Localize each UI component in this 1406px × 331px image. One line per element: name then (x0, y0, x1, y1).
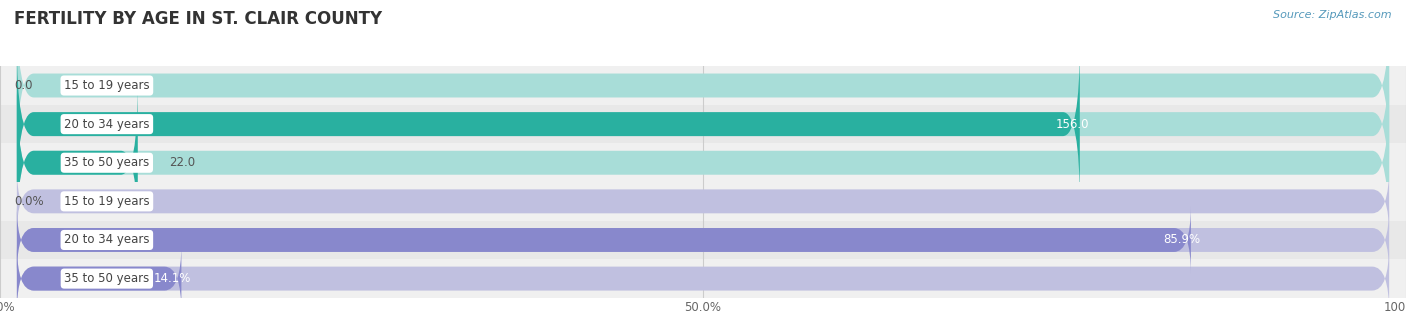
FancyBboxPatch shape (17, 43, 1389, 205)
Bar (0, 221, 1406, 259)
Text: 156.0: 156.0 (1056, 118, 1090, 131)
Text: 20 to 34 years: 20 to 34 years (65, 233, 149, 247)
FancyBboxPatch shape (17, 167, 1389, 236)
Bar (0, 66, 1406, 105)
Text: 0.0%: 0.0% (14, 195, 44, 208)
FancyBboxPatch shape (17, 244, 1389, 313)
Bar (0, 182, 1406, 221)
FancyBboxPatch shape (17, 244, 181, 313)
FancyBboxPatch shape (17, 5, 1389, 166)
Text: 15 to 19 years: 15 to 19 years (65, 195, 149, 208)
Bar (0, 105, 1406, 143)
Bar (0, 143, 1406, 182)
Text: 22.0: 22.0 (169, 156, 195, 169)
Text: 14.1%: 14.1% (153, 272, 191, 285)
FancyBboxPatch shape (17, 206, 1389, 274)
Text: 35 to 50 years: 35 to 50 years (65, 156, 149, 169)
Text: 35 to 50 years: 35 to 50 years (65, 272, 149, 285)
Bar (0, 259, 1406, 298)
FancyBboxPatch shape (17, 82, 1389, 243)
FancyBboxPatch shape (17, 82, 138, 243)
Text: FERTILITY BY AGE IN ST. CLAIR COUNTY: FERTILITY BY AGE IN ST. CLAIR COUNTY (14, 10, 382, 28)
Text: 0.0: 0.0 (14, 79, 32, 92)
Text: 20 to 34 years: 20 to 34 years (65, 118, 149, 131)
Text: 85.9%: 85.9% (1164, 233, 1201, 247)
FancyBboxPatch shape (17, 206, 1191, 274)
FancyBboxPatch shape (17, 43, 1080, 205)
Text: Source: ZipAtlas.com: Source: ZipAtlas.com (1274, 10, 1392, 20)
Text: 15 to 19 years: 15 to 19 years (65, 79, 149, 92)
